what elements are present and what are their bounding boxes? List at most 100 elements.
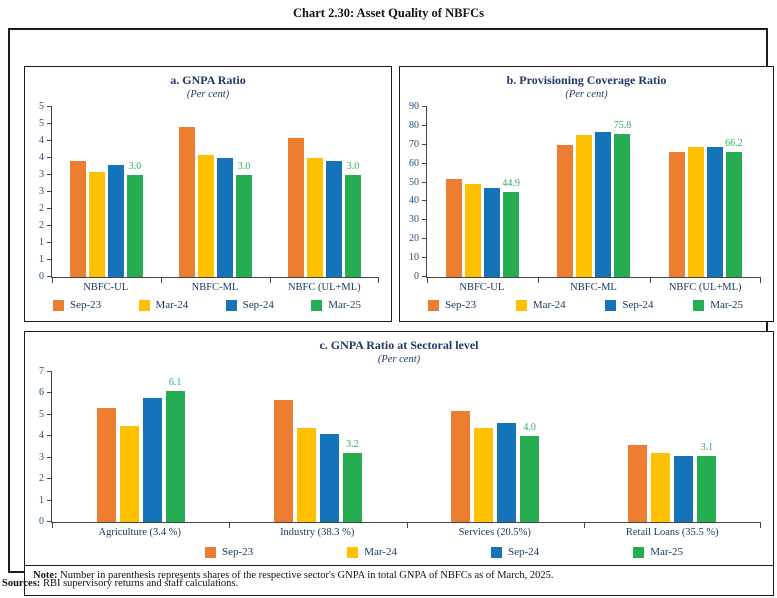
bar-sep-24	[142, 398, 162, 522]
panel-pcr-subtitle: (Per cent)	[565, 89, 608, 100]
y-tick-label: 4	[39, 430, 44, 442]
figure-outer-frame: a. GNPA Ratio (Per cent) 0 1 1 2 2 3 3 4 4 5 5 3.0…	[8, 28, 774, 596]
y-tick-mark	[47, 435, 52, 437]
bar-group: 3.0	[161, 107, 270, 277]
x-tick-mark	[427, 278, 428, 283]
bar-group: 3.0	[52, 107, 161, 277]
x-tick-mark	[649, 278, 651, 283]
chart-area: 0 10 20 30 40 50 60 70 80 90 44.9 75.8 66.2	[400, 102, 773, 283]
legend-swatch	[53, 299, 64, 311]
legend-item: Mar-24	[138, 299, 189, 311]
legend-swatch	[515, 299, 527, 311]
y-tick-mark	[47, 276, 52, 277]
legend-swatch	[138, 299, 150, 311]
plot-area: 3.0 3.0 3.0	[51, 107, 379, 283]
legend-swatch	[205, 546, 216, 558]
panel-sectoral-gnpa: c. GNPA Ratio at Sectoral level (Per cen…	[24, 331, 774, 596]
bar-group: 75.8	[538, 107, 649, 277]
sources-label: Sources:	[2, 578, 41, 589]
legend: Sep-23 Mar-24 Sep-24 Mar-25	[25, 546, 773, 558]
legend-swatch	[225, 299, 237, 311]
plot-area: 6.1 3.2 4.0 3.1	[51, 372, 761, 528]
panel-pcr-title: b. Provisioning Coverage Ratio	[506, 73, 667, 87]
bar-mar-24	[687, 147, 704, 277]
x-tick-mark	[406, 523, 408, 528]
y-tick-label: 0	[414, 271, 419, 282]
y-axis: 0 10 20 30 40 50 60 70 80 90	[400, 102, 427, 282]
bar-sep-24	[217, 158, 233, 277]
panel-gnpa-title: a. GNPA Ratio	[170, 73, 246, 87]
bar-sep-24	[319, 434, 339, 522]
y-tick-mark	[422, 162, 427, 164]
legend: Sep-23 Mar-24 Sep-24 Mar-25	[25, 299, 391, 311]
bar-sep-23	[273, 400, 293, 522]
legend-item: Sep-24	[491, 546, 539, 558]
x-tick-mark	[52, 278, 53, 283]
y-tick-label: 2	[39, 220, 44, 231]
data-label: 3.2	[346, 439, 359, 450]
x-tick-mark	[270, 278, 271, 283]
legend-swatch	[347, 546, 359, 558]
bar-sep-23	[451, 411, 471, 522]
legend-label: Sep-23	[222, 546, 254, 558]
legend-item: Mar-24	[347, 546, 397, 558]
panel-gnpa-subtitle: (Per cent)	[186, 89, 230, 100]
bar-mar-24	[198, 155, 214, 277]
note: Note: Number in parenthesis represents s…	[25, 565, 773, 581]
bar-mar-24	[465, 184, 482, 277]
y-tick-mark	[47, 191, 52, 192]
bar-sep-24	[706, 147, 723, 277]
x-tick-mark	[161, 278, 162, 283]
legend-swatch	[311, 299, 323, 311]
y-tick-mark	[422, 276, 427, 277]
chart-area: 0 1 2 3 4 5 6 7 6.1 3.2 4.0 3.1	[25, 367, 773, 528]
legend-label: Mar-25	[650, 546, 683, 558]
y-tick-mark	[422, 219, 427, 221]
bar-sep-24	[484, 188, 501, 277]
bar-mar-24	[474, 428, 494, 522]
y-tick-label: 70	[409, 138, 419, 150]
legend-label: Sep-24	[508, 546, 540, 558]
category-label: Retail Loans (35.5 %)	[625, 527, 719, 538]
bar-mar-24	[651, 453, 671, 522]
y-tick-label: 1	[39, 494, 44, 506]
bar-sep-24	[108, 165, 124, 277]
x-tick-mark	[583, 523, 585, 528]
y-tick-label: 10	[409, 252, 419, 264]
bar-group: 3.0	[270, 107, 379, 277]
data-label: 4.0	[523, 422, 536, 433]
y-tick-label: 4	[39, 135, 44, 146]
y-tick-mark	[422, 181, 427, 183]
bar-sep-24	[674, 456, 694, 522]
y-tick-mark	[47, 208, 52, 209]
bar-group: 44.9	[427, 107, 538, 277]
legend-label: Mar-24	[155, 299, 189, 311]
data-label: 3.0	[237, 161, 251, 172]
bar-group: 3.2	[229, 372, 406, 522]
y-tick-mark	[47, 174, 52, 175]
y-tick-mark	[422, 257, 427, 259]
y-tick-mark	[47, 123, 52, 124]
legend-label: Mar-24	[532, 299, 566, 311]
y-tick-mark	[47, 499, 52, 501]
y-tick-label: 40	[409, 195, 419, 207]
x-tick-mark	[378, 278, 379, 283]
data-label: 3.0	[128, 161, 142, 172]
bar-sep-24	[497, 423, 517, 522]
legend-swatch	[605, 299, 617, 311]
page-title: Chart 2.30: Asset Quality of NBFCs	[293, 6, 484, 20]
y-tick-label: 60	[409, 157, 419, 169]
bar-mar-25: 44.9	[502, 179, 520, 277]
y-tick-label: 90	[409, 101, 419, 112]
legend-swatch	[693, 299, 705, 311]
y-tick-label: 20	[409, 233, 419, 245]
y-tick-label: 0	[39, 271, 44, 282]
bar-mar-25: 3.1	[697, 443, 717, 522]
legend-swatch	[491, 546, 503, 558]
legend-item: Mar-25	[693, 299, 743, 311]
legend-label: Sep-23	[445, 299, 477, 311]
category-label: NBFC (UL+ML)	[668, 282, 742, 293]
x-tick-mark	[538, 278, 540, 283]
y-tick-mark	[47, 456, 52, 458]
data-label: 75.8	[613, 120, 632, 131]
